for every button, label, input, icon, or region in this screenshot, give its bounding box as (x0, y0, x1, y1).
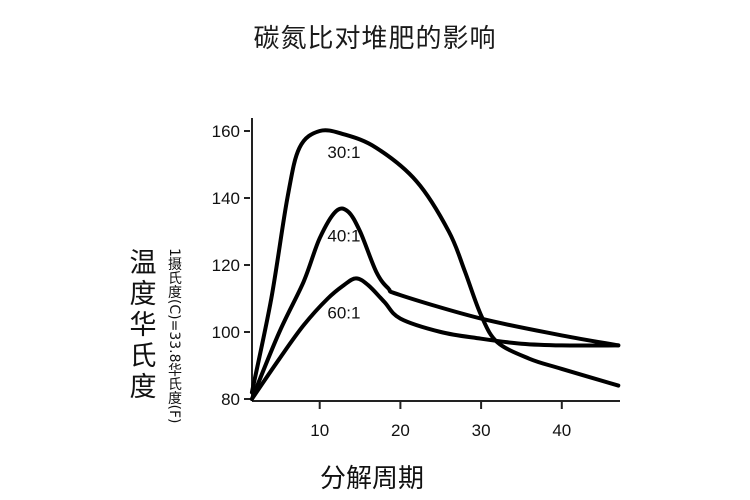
curve-labels: 30:1 40:1 60:1 (327, 143, 360, 323)
curve-40-1 (249, 206, 621, 401)
axes: 80 100 120 140 160 10 20 30 40 (212, 118, 620, 440)
y-tick-label: 160 (212, 122, 240, 141)
x-tick-label: 10 (310, 421, 329, 440)
chart-title: 碳氮比对堆肥的影响 (253, 24, 497, 54)
x-tick-label: 30 (472, 421, 491, 440)
curve-30-1 (249, 128, 621, 395)
y-tick-label: 140 (212, 189, 240, 208)
curve-label-40-1: 40:1 (327, 227, 360, 246)
curve-label-60-1: 60:1 (327, 304, 360, 323)
x-axis-label: 分解周期 (320, 464, 425, 494)
curves (249, 128, 621, 401)
y-axis-conversion-note: 1摄氏度(C)=33.8华氏度(F) (166, 248, 182, 424)
x-tick-label: 40 (552, 421, 571, 440)
y-tick-label: 100 (212, 323, 240, 342)
y-axis-label: 温度华氏度 (129, 248, 157, 403)
y-tick-label: 120 (212, 256, 240, 275)
curve-label-30-1: 30:1 (327, 143, 360, 162)
curve-60-1 (249, 276, 621, 401)
x-tick-label: 20 (391, 421, 410, 440)
y-tick-label: 80 (221, 390, 240, 409)
